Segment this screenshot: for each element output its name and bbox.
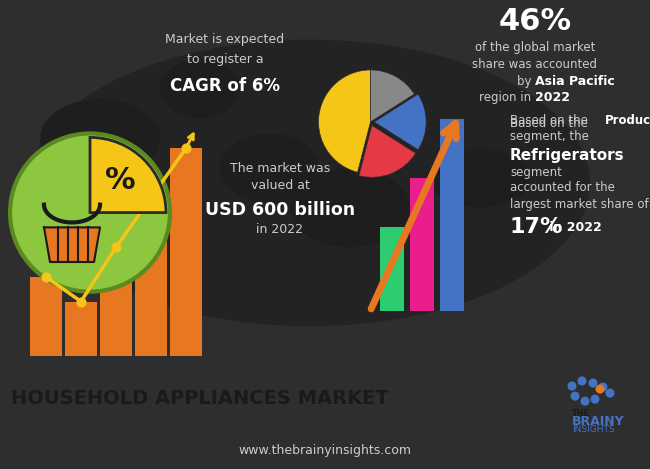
Point [146, 194, 156, 202]
Text: largest market share of: largest market share of [510, 198, 649, 211]
Circle shape [580, 397, 590, 406]
Text: to register a: to register a [187, 53, 263, 66]
Point [41, 273, 51, 280]
Ellipse shape [30, 39, 590, 326]
Text: THE: THE [572, 409, 590, 418]
Text: region in: region in [479, 91, 535, 105]
Bar [135, 198, 167, 356]
Text: Market is expected: Market is expected [166, 33, 285, 46]
Circle shape [588, 378, 597, 387]
Circle shape [571, 392, 580, 401]
Text: USD 600 billion: USD 600 billion [205, 201, 355, 219]
Text: in 2022: in 2022 [257, 223, 304, 236]
Ellipse shape [160, 59, 240, 119]
Text: www.thebrainyinsights.com: www.thebrainyinsights.com [239, 444, 411, 457]
Text: Refrigerators: Refrigerators [510, 148, 625, 163]
Ellipse shape [430, 148, 530, 208]
Text: CAGR of 6%: CAGR of 6% [170, 77, 280, 95]
Bar [410, 178, 434, 311]
Bar [65, 302, 97, 356]
Text: The market was: The market was [230, 162, 330, 174]
Polygon shape [44, 227, 100, 262]
Bar [440, 119, 464, 311]
Text: HOUSEHOLD APPLIANCES MARKET: HOUSEHOLD APPLIANCES MARKET [11, 389, 389, 408]
Wedge shape [318, 70, 370, 172]
Ellipse shape [40, 99, 160, 178]
Circle shape [606, 388, 614, 398]
Circle shape [595, 385, 604, 393]
Circle shape [10, 134, 170, 292]
Bar [30, 277, 62, 356]
Text: Asia Pacific: Asia Pacific [535, 75, 615, 88]
Text: accounted for the: accounted for the [510, 182, 615, 194]
Text: valued at: valued at [250, 179, 309, 192]
Bar [380, 227, 404, 311]
Circle shape [599, 383, 608, 392]
Wedge shape [370, 70, 415, 122]
Text: Based on the: Based on the [510, 114, 592, 127]
Text: Product: Product [605, 114, 650, 127]
Text: of the global market: of the global market [474, 41, 595, 54]
Ellipse shape [220, 134, 320, 203]
Text: BRAINY: BRAINY [572, 415, 625, 428]
Point [76, 298, 86, 305]
Circle shape [567, 381, 577, 391]
Point [181, 144, 191, 152]
Text: 46%: 46% [499, 7, 571, 36]
Wedge shape [359, 125, 416, 177]
Text: by: by [517, 75, 535, 88]
Point [111, 243, 121, 251]
Text: INSIGHTS: INSIGHTS [572, 425, 615, 434]
Wedge shape [90, 137, 166, 212]
Text: in 2022: in 2022 [545, 221, 602, 234]
Text: %: % [105, 166, 135, 196]
Text: share was accounted: share was accounted [473, 58, 597, 71]
Wedge shape [374, 94, 426, 150]
Text: 17%: 17% [510, 218, 564, 237]
Bar [170, 148, 202, 356]
Text: Based on the: Based on the [510, 117, 592, 130]
Circle shape [577, 377, 586, 386]
Bar [100, 247, 132, 356]
Text: Based on the: Based on the [510, 117, 592, 130]
Circle shape [590, 394, 599, 404]
Text: 2022: 2022 [535, 91, 570, 105]
Text: segment, the: segment, the [510, 130, 589, 143]
Text: segment: segment [510, 166, 562, 179]
Ellipse shape [290, 168, 410, 247]
